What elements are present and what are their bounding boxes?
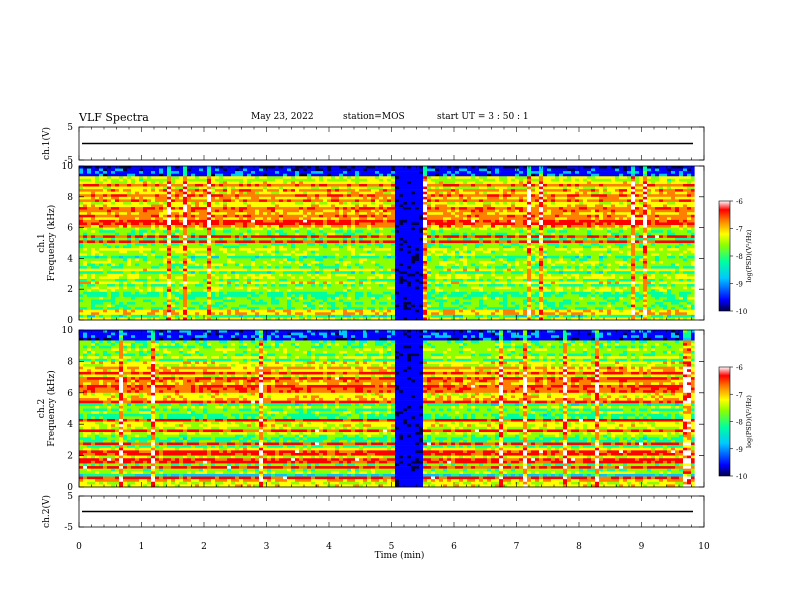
colorbar-label: log(PSD)(V²/Hz) <box>745 395 753 448</box>
colorbar-tick-label: -10 <box>736 473 747 481</box>
y-tick-label: 8 <box>67 357 73 367</box>
colorbar-tick-label: -10 <box>736 308 747 316</box>
y-axis-label: ch.2 <box>37 399 47 418</box>
x-tick-label: 10 <box>698 542 710 552</box>
panel-ch1-voltage: 5 -5 ch.1(V) <box>41 123 705 166</box>
spectrogram-heatmap <box>79 330 695 488</box>
x-axis-label: Time (min) <box>375 550 425 561</box>
y-tick-label: 5 <box>67 492 73 502</box>
x-tick-label: 1 <box>139 542 145 552</box>
colorbar-tick-label: -6 <box>736 364 743 372</box>
x-tick-label: 2 <box>201 542 207 552</box>
station-label: station=MOS <box>343 112 405 122</box>
y-tick-label: 5 <box>67 123 73 133</box>
x-tick-label: 4 <box>326 542 332 552</box>
y-axis-label: ch.1(V) <box>41 127 52 160</box>
colorbar-tick-label: -6 <box>736 198 743 206</box>
y-tick-label: 0 <box>67 316 73 326</box>
panel-ch2-voltage: 5 -5 ch.2(V) <box>41 492 705 533</box>
y-axis-label: ch.1 <box>37 233 47 252</box>
x-tick-label: 5 <box>389 542 395 552</box>
x-tick-label: 6 <box>451 542 457 552</box>
y-tick-label: 4 <box>67 420 73 430</box>
start-time-label: start UT = 3 : 50 : 1 <box>437 112 529 122</box>
y-axis-label: ch.2(V) <box>41 495 52 528</box>
y-tick-label: 6 <box>67 389 73 399</box>
y-tick-label: -5 <box>64 156 73 166</box>
colorbar-tick-label: -9 <box>736 446 743 454</box>
y-axis-label: Frequency (kHz) <box>46 370 57 447</box>
y-tick-label: 2 <box>67 452 73 462</box>
colorbar: -6 -7 -8 -9 -10 log(PSD)(V²/Hz) <box>718 198 753 316</box>
colorbar-tick-label: -7 <box>736 391 743 399</box>
panel-ch2-spectrogram: -6 -7 -8 -9 -10 log(PSD)(V²/Hz) 0 2 4 6 8 10 ch.2 Fre… <box>37 326 753 493</box>
x-tick-label: 0 <box>76 542 82 552</box>
panel-ch1-spectrogram: -6 -7 -8 -9 -10 log(PSD)(V²/Hz) 0 2 4 6 8 10 ch.1 Fre… <box>37 162 753 326</box>
y-tick-label: 10 <box>62 326 74 336</box>
colorbar: -6 -7 -8 -9 -10 log(PSD)(V²/Hz) <box>718 364 753 481</box>
y-tick-label: 4 <box>67 254 73 264</box>
colorbar-tick-label: -8 <box>736 253 743 261</box>
x-tick-label: 3 <box>264 542 270 552</box>
y-tick-label: -5 <box>64 523 73 533</box>
x-axis: 0 1 2 3 4 5 6 7 8 9 10 Time (min) <box>76 542 710 561</box>
spectrogram-heatmap <box>79 166 695 321</box>
colorbar-tick-label: -8 <box>736 419 743 427</box>
colorbar-label: log(PSD)(V²/Hz) <box>745 229 753 282</box>
y-axis-label: Frequency (kHz) <box>46 205 57 282</box>
x-tick-label: 8 <box>576 542 582 552</box>
colorbar-tick-label: -9 <box>736 281 743 289</box>
x-tick-label: 9 <box>639 542 645 552</box>
colorbar-tick-label: -7 <box>736 226 743 234</box>
y-tick-label: 2 <box>67 285 73 295</box>
x-tick-label: 7 <box>514 542 520 552</box>
y-tick-label: 8 <box>67 193 73 203</box>
chart-title: VLF Spectra <box>79 111 149 124</box>
date-label: May 23, 2022 <box>251 112 314 122</box>
panels-layer: 5 -5 ch.1(V) -6 -7 -8 -9 -10 log(PSD)(V²/Hz) 0 2 4 6… <box>37 123 753 533</box>
y-tick-label: 10 <box>62 162 74 172</box>
y-tick-label: 0 <box>67 483 73 493</box>
y-tick-label: 6 <box>67 224 73 234</box>
